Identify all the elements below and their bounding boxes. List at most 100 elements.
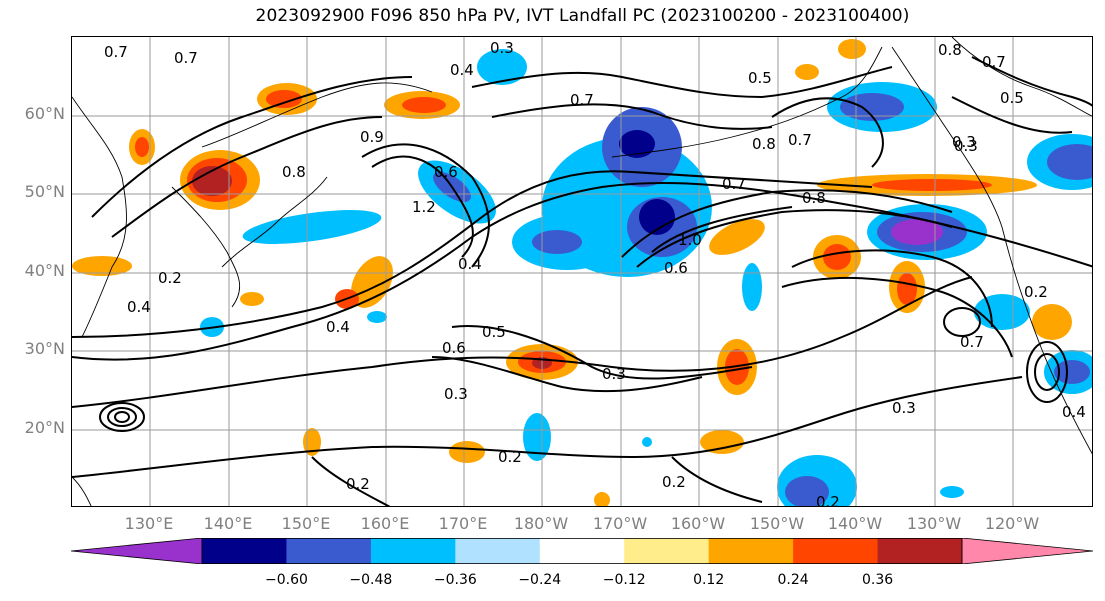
contour-label: 0.5 [1000,89,1024,107]
pv-anomaly-shade [1032,304,1072,340]
lon-label-130w: 130°W [906,514,962,533]
shading-layer [72,39,1092,506]
lon-label-170w: 170°W [592,514,648,533]
pv-anomaly-shade [240,292,264,306]
contour-label: 0.3 [444,385,468,403]
pv-contour-line [781,276,1013,358]
pv-anomaly-shade [838,39,866,59]
colorbar-segment [370,538,456,564]
pv-anomaly-shade [192,166,232,196]
contour-label: 0.8 [802,189,826,207]
lat-label-20n: 20°N [24,418,65,437]
contour-label: 0.2 [158,269,182,287]
contour-label: 0.4 [458,255,482,273]
lon-label-170e: 170°E [438,514,488,533]
colorbar-tick-label: −0.24 [518,572,562,588]
colorbar-tick-label: −0.48 [349,572,393,588]
pv-contour-line [311,456,391,506]
pv-anomaly-shade [785,476,829,506]
contour-label: 0.4 [326,318,350,336]
lat-label-60n: 60°N [24,104,65,123]
lon-label-120w: 120°W [984,514,1040,533]
pv-anomaly-shade [266,90,302,108]
pv-contour-line [72,276,973,408]
pv-anomaly-shade [709,219,765,255]
contour-label: 0.2 [346,475,370,493]
pv-contour-line [371,155,474,258]
map-title: 2023092900 F096 850 hPa PV, IVT Landfall… [255,6,910,26]
pv-anomaly-shade [532,230,582,254]
contour-label: 0.3 [952,133,976,151]
contour-label: 0.6 [442,339,466,357]
pv-contour-line [72,376,1023,478]
contour-label: 0.7 [174,49,198,67]
lat-label-40n: 40°N [24,261,65,280]
contour-label: 0.3 [602,365,626,383]
contour-label: 0.6 [664,259,688,277]
lon-label-180w: 180°W [513,514,569,533]
pv-anomaly-shade [477,49,527,85]
pv-anomaly-shade [897,273,917,305]
lon-label-140e: 140°E [203,514,253,533]
contour-label: 0.9 [360,128,384,146]
contour-label: 0.5 [482,323,506,341]
contour-label: 0.3 [892,399,916,417]
pv-anomaly-shade [823,244,851,270]
pv-contour-line [771,97,884,168]
lat-label-50n: 50°N [24,182,65,201]
pv-contour-line [451,325,753,380]
colorbar-extend-low [71,538,203,564]
contour-label: 0.4 [450,61,474,79]
pv-contour-line [1034,353,1060,391]
contour-label: 0.4 [1062,403,1086,421]
contour-label: 1.0 [678,231,702,249]
colorbar-tick-label: −0.60 [264,572,308,588]
colorbar-segment [708,538,794,564]
lon-label-140w: 140°W [827,514,883,533]
contour-label: 0.8 [752,135,776,153]
pv-contour-line [111,116,383,238]
pv-anomaly-shade [639,199,675,235]
pv-anomaly-shade [891,219,943,245]
pv-contour-line [114,411,130,423]
colorbar-tick-label: 0.36 [861,572,894,588]
pv-contour-line [621,189,953,258]
colorbar-extend-high [961,538,1093,564]
pv-anomaly-shade [940,486,964,498]
pv-anomaly-shade [742,263,762,311]
colorbar-segment [286,538,372,564]
pv-anomaly-shade [351,256,393,308]
contour-label: 0.7 [982,53,1006,71]
pv-contour-line [107,407,137,427]
lon-label-160w: 160°W [670,514,726,533]
pv-anomaly-shade [974,294,1030,330]
contour-label: 0.3 [954,137,978,155]
contour-label: 0.2 [498,448,522,466]
pv-contour-line [72,182,1092,361]
pv-anomaly-shade [135,137,149,157]
pv-anomaly-shade [700,430,744,454]
contour-label: 0.8 [938,41,962,59]
pv-anomaly-shade [367,311,387,323]
contour-label: 0.7 [788,131,812,149]
contour-labels: 0.7 0.7 0.3 0.4 0.7 0.5 0.8 0.7 0.5 0.8 … [104,39,1086,506]
colorbar-segment [877,538,963,564]
pv-anomaly-shade [242,210,382,244]
pv-anomaly-shade [72,256,132,276]
colorbar [71,538,1093,564]
lon-label-150w: 150°W [749,514,805,533]
map-canvas: 0.7 0.7 0.3 0.4 0.7 0.5 0.8 0.7 0.5 0.8 … [72,37,1092,506]
contour-label: 0.7 [570,91,594,109]
pv-contour-line [791,249,993,328]
map-panel: 0.7 0.7 0.3 0.4 0.7 0.5 0.8 0.7 0.5 0.8 … [71,36,1093,507]
pv-contour-line [951,96,1073,134]
pv-contour-line [361,143,490,268]
contour-label: 1.2 [412,198,436,216]
colorbar-segment [455,538,541,564]
pv-contours [72,56,1092,506]
pv-anomaly-shade [1054,360,1090,384]
pv-contour-line [971,56,1092,107]
pv-anomaly-shade [795,64,819,80]
contour-label: 0.7 [960,333,984,351]
colorbar-segment [793,538,879,564]
